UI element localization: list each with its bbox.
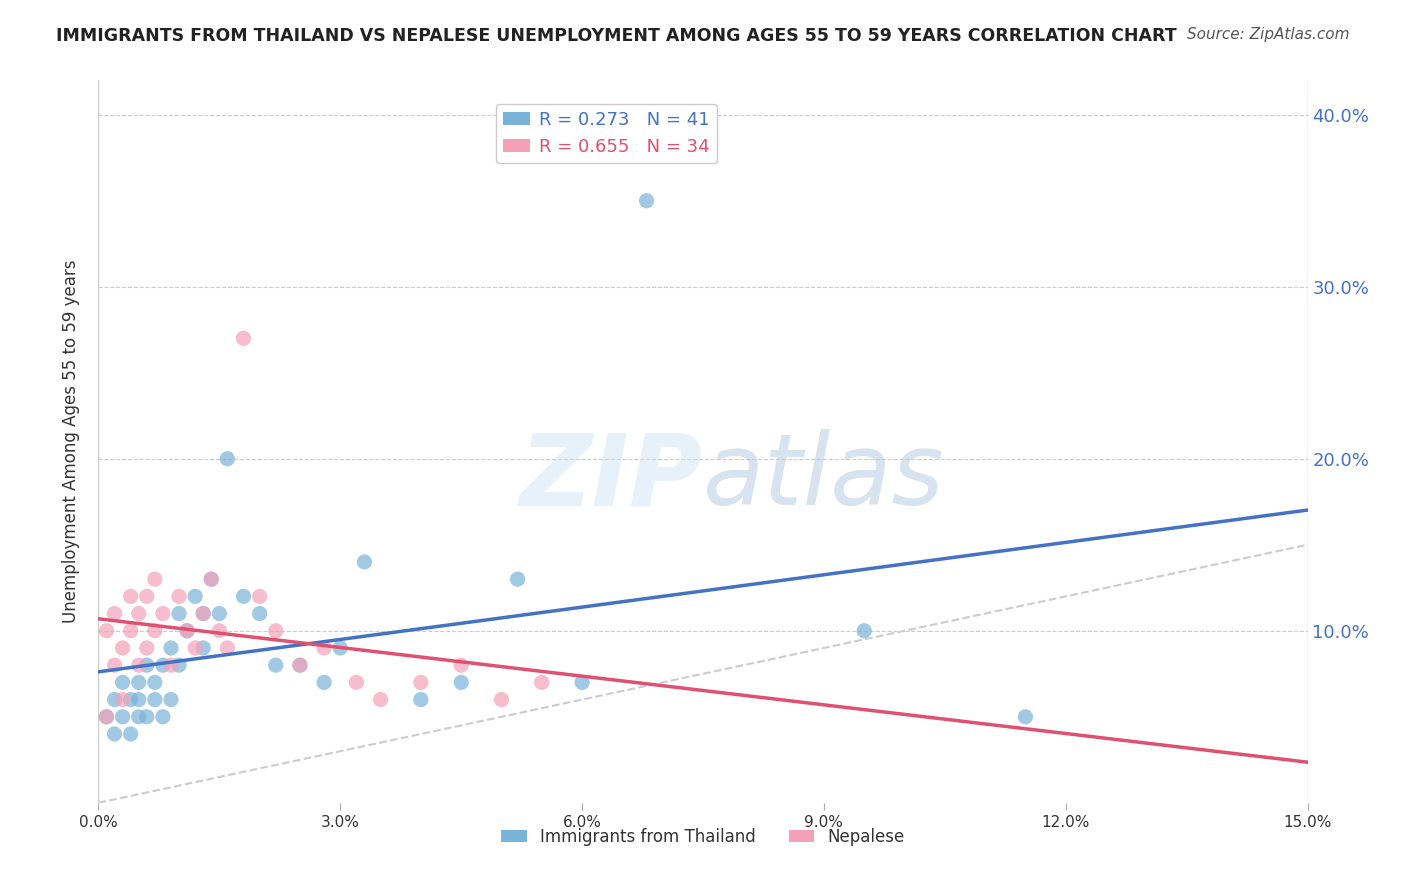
Point [208, 624, 231, 638]
Text: Source: ZipAtlas.com: Source: ZipAtlas.com [1187, 27, 1350, 42]
Point [344, 675, 367, 690]
Point [167, 590, 190, 604]
Point [232, 331, 254, 345]
Point [103, 658, 125, 673]
Point [217, 640, 239, 655]
Point [217, 451, 239, 466]
Point [160, 692, 183, 706]
Point [193, 640, 215, 655]
Point [103, 727, 125, 741]
Point [370, 692, 392, 706]
Point [264, 658, 287, 673]
Point [152, 607, 174, 621]
Point [184, 590, 207, 604]
Point [288, 658, 311, 673]
Point [143, 624, 166, 638]
Legend: Immigrants from Thailand, Nepalese: Immigrants from Thailand, Nepalese [495, 821, 911, 852]
Point [491, 692, 513, 706]
Point [128, 658, 150, 673]
Point [208, 607, 231, 621]
Point [120, 624, 142, 638]
Point [506, 572, 529, 586]
Point [160, 658, 183, 673]
Point [409, 692, 432, 706]
Point [314, 640, 336, 655]
Point [96, 710, 118, 724]
Point [329, 640, 352, 655]
Point [264, 624, 287, 638]
Point [450, 675, 472, 690]
Point [120, 590, 142, 604]
Point [193, 607, 215, 621]
Point [96, 710, 118, 724]
Point [353, 555, 375, 569]
Point [152, 710, 174, 724]
Point [167, 607, 190, 621]
Point [103, 692, 125, 706]
Point [103, 607, 125, 621]
Point [111, 692, 134, 706]
Point [120, 727, 142, 741]
Point [152, 658, 174, 673]
Point [249, 607, 271, 621]
Point [232, 590, 254, 604]
Point [314, 675, 336, 690]
Point [571, 675, 593, 690]
Point [135, 590, 157, 604]
Point [135, 658, 157, 673]
Point [176, 624, 198, 638]
Point [1014, 710, 1036, 724]
Text: atlas: atlas [703, 429, 945, 526]
Point [249, 590, 271, 604]
Point [200, 572, 222, 586]
Point [111, 640, 134, 655]
Y-axis label: Unemployment Among Ages 55 to 59 years: Unemployment Among Ages 55 to 59 years [62, 260, 80, 624]
Point [96, 624, 118, 638]
Point [128, 675, 150, 690]
Point [853, 624, 876, 638]
Text: IMMIGRANTS FROM THAILAND VS NEPALESE UNEMPLOYMENT AMONG AGES 55 TO 59 YEARS CORR: IMMIGRANTS FROM THAILAND VS NEPALESE UNE… [56, 27, 1177, 45]
Point [143, 692, 166, 706]
Point [143, 572, 166, 586]
Point [530, 675, 553, 690]
Point [111, 675, 134, 690]
Point [111, 710, 134, 724]
Point [184, 640, 207, 655]
Point [120, 692, 142, 706]
Point [288, 658, 311, 673]
Point [143, 675, 166, 690]
Point [167, 658, 190, 673]
Point [128, 607, 150, 621]
Point [128, 692, 150, 706]
Point [193, 607, 215, 621]
Point [135, 710, 157, 724]
Point [409, 675, 432, 690]
Point [160, 640, 183, 655]
Point [636, 194, 658, 208]
Point [128, 710, 150, 724]
Point [135, 640, 157, 655]
Point [200, 572, 222, 586]
Point [176, 624, 198, 638]
Point [450, 658, 472, 673]
Text: ZIP: ZIP [520, 429, 703, 526]
